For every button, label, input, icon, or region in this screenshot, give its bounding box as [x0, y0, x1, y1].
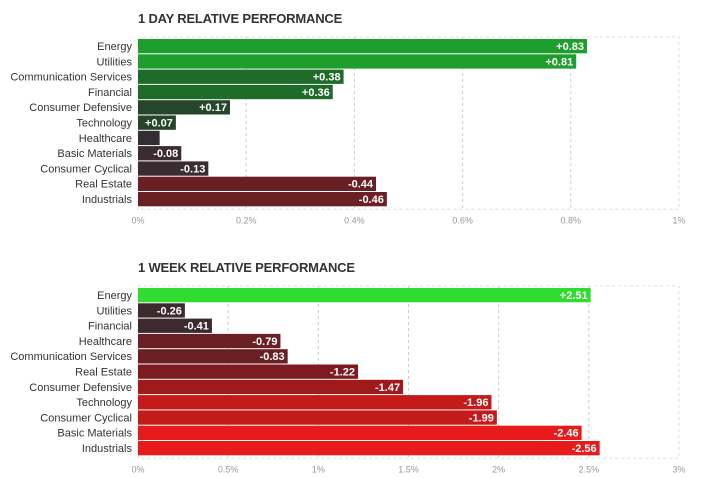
value-label: +0.38	[313, 72, 341, 84]
bar	[138, 425, 582, 440]
value-label: +0.07	[145, 118, 173, 130]
x-tick-label: 1%	[672, 215, 685, 225]
bar	[138, 395, 492, 410]
category-label: Real Estate	[75, 367, 132, 379]
bar	[138, 333, 281, 349]
bar	[138, 130, 160, 146]
x-tick-label: 0.2%	[236, 215, 257, 225]
x-tick-label: 2.5%	[579, 464, 600, 474]
x-tick-label: 0%	[131, 464, 144, 474]
value-label: -0.41	[184, 321, 209, 333]
bar	[138, 54, 577, 69]
category-label: Financial	[88, 321, 132, 333]
value-label: -0.79	[252, 336, 277, 348]
bar	[138, 349, 288, 364]
x-tick-label: 0.4%	[344, 215, 365, 225]
category-label: Consumer Defensive	[29, 382, 132, 394]
category-label: Consumer Cyclical	[40, 163, 132, 175]
category-label: Communication Services	[10, 351, 132, 363]
bar	[138, 146, 182, 161]
x-tick-label: 0.6%	[452, 215, 473, 225]
value-label: -2.56	[572, 443, 597, 455]
bar	[138, 39, 588, 54]
value-label: +0.81	[545, 56, 573, 68]
bar	[138, 115, 176, 130]
category-label: Healthcare	[79, 336, 132, 348]
value-label: -1.99	[469, 412, 494, 424]
value-label: -1.96	[463, 397, 488, 409]
value-label: -0.08	[153, 148, 178, 160]
bar	[138, 100, 230, 115]
value-label: -2.46	[554, 428, 579, 440]
x-tick-label: 0%	[131, 215, 144, 225]
bar	[138, 364, 359, 379]
category-label: Basic Materials	[57, 428, 132, 440]
bar	[138, 303, 185, 318]
x-tick-label: 3%	[672, 464, 685, 474]
value-label: +0.36	[302, 87, 330, 99]
value-label: -0.26	[157, 305, 182, 317]
category-label: Real Estate	[75, 179, 132, 191]
category-label: Communication Services	[10, 72, 132, 84]
bar	[138, 441, 600, 456]
value-label: -0.44	[348, 179, 374, 191]
category-label: Financial	[88, 87, 132, 99]
day-chart-svg: 0% 0.2% 0.4% 0.6% 0.8% 1% Energy +0.83 Utilities…	[10, 36, 686, 225]
category-label: Utilities	[97, 56, 133, 68]
value-label: -0.04	[163, 133, 189, 145]
category-label: Industrials	[82, 443, 133, 455]
bar	[138, 410, 497, 425]
value-label: -0.46	[359, 194, 384, 206]
bar	[138, 288, 591, 303]
value-label: +2.51	[560, 290, 588, 302]
value-label: -0.83	[260, 351, 285, 363]
x-tick-label: 2%	[492, 464, 505, 474]
bar	[138, 176, 377, 191]
chart-title: 1 DAY RELATIVE PERFORMANCE	[138, 11, 343, 26]
category-label: Consumer Defensive	[29, 102, 132, 114]
bar	[138, 318, 212, 333]
category-label: Energy	[97, 41, 132, 53]
category-label: Healthcare	[79, 133, 132, 145]
week-chart-svg: 0% 0.5% 1% 1.5% 2% 2.5% 3% Energy +2.51 Utilities…	[10, 285, 686, 474]
value-label: +0.83	[556, 41, 584, 53]
bar	[138, 69, 344, 84]
x-tick-label: 1%	[312, 464, 325, 474]
x-tick-label: 0.8%	[561, 215, 582, 225]
value-label: -0.13	[180, 163, 205, 175]
value-label: -1.22	[330, 367, 355, 379]
bar	[138, 379, 404, 395]
category-label: Technology	[76, 397, 132, 409]
chart-title: 1 WEEK RELATIVE PERFORMANCE	[138, 260, 355, 275]
category-label: Technology	[76, 118, 132, 130]
x-tick-label: 0.5%	[218, 464, 239, 474]
x-tick-label: 1.5%	[398, 464, 419, 474]
category-label: Basic Materials	[57, 148, 132, 160]
category-label: Energy	[97, 290, 132, 302]
category-label: Industrials	[82, 194, 133, 206]
value-label: +0.17	[199, 102, 227, 114]
category-label: Utilities	[97, 305, 133, 317]
bar	[138, 84, 333, 100]
bar	[138, 161, 209, 176]
value-label: -1.47	[375, 382, 400, 394]
category-label: Consumer Cyclical	[40, 412, 132, 424]
bar	[138, 192, 387, 207]
